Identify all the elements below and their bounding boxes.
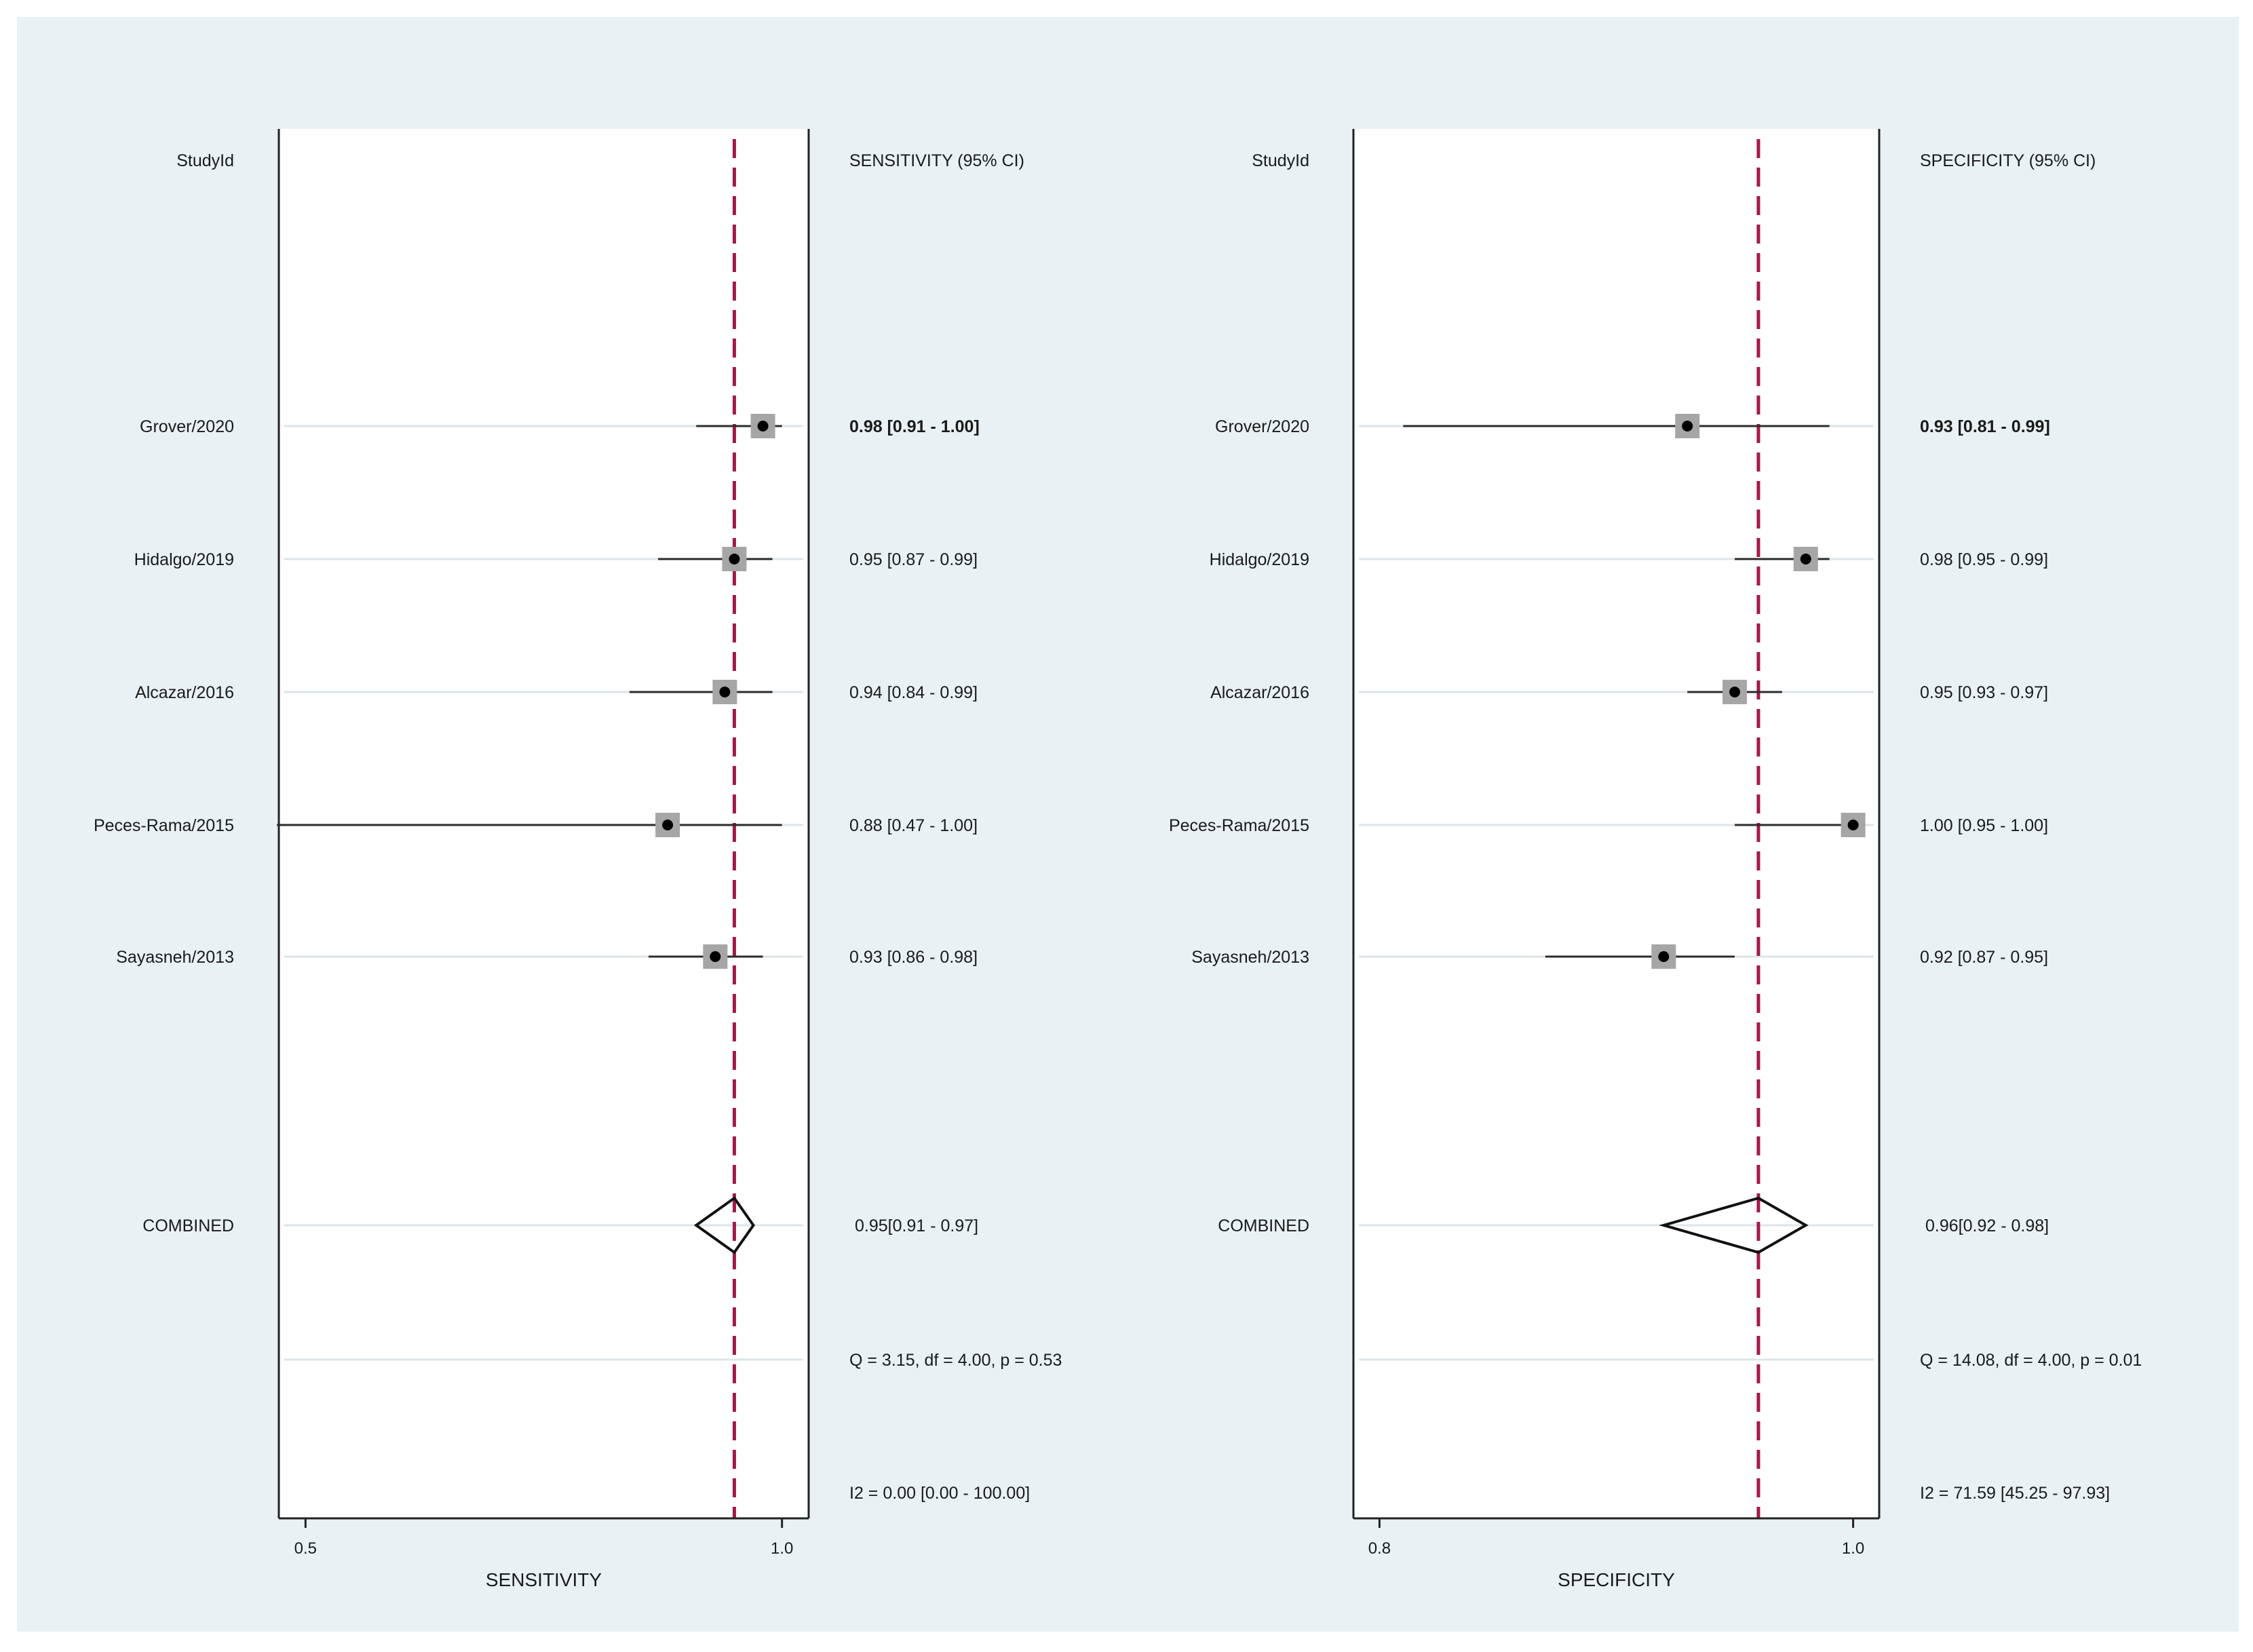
study-id-header: StudyId [1252, 151, 1309, 170]
study-id-label: Grover/2020 [140, 417, 234, 436]
estimate-header: SPECIFICITY (95% CI) [1920, 151, 2096, 170]
study-id-label: Grover/2020 [1215, 417, 1309, 436]
study-row: Alcazar/2016 0.95 [0.93 - 0.97] [1210, 680, 2048, 704]
study-estimate-label: 0.98 [0.91 - 1.00] [849, 417, 980, 436]
study-row: Sayasneh/2013 0.93 [0.86 - 0.98] [116, 944, 978, 969]
x-axis-label: SPECIFICITY [1558, 1569, 1675, 1590]
study-estimate-label: 0.93 [0.86 - 0.98] [849, 948, 978, 967]
study-estimate-label: 0.94 [0.84 - 0.99] [849, 683, 978, 702]
x-tick-label: 1.0 [1842, 1539, 1864, 1558]
study-id-header: StudyId [176, 151, 234, 170]
combined-diamond [1659, 1196, 1809, 1254]
point-estimate-marker [710, 951, 721, 962]
plot-area [1353, 129, 1879, 1518]
study-id-label: Hidalgo/2019 [1210, 550, 1309, 569]
study-row: Alcazar/2016 0.94 [0.84 - 0.99] [135, 680, 978, 704]
forest-panel-specificity: 0.8 1.0 SPECIFICITY StudyId SPECIFICITY (95%… [1169, 129, 2142, 1590]
point-estimate-marker [1800, 554, 1811, 564]
study-id-label: Alcazar/2016 [1210, 683, 1309, 702]
study-row: Sayasneh/2013 0.92 [0.87 - 0.95] [1191, 944, 2048, 969]
x-tick-label: 1.0 [771, 1539, 793, 1558]
combined-label: COMBINED [1218, 1216, 1309, 1235]
study-id-label: Hidalgo/2019 [134, 550, 234, 569]
heterogeneity-statistic: Q = 14.08, df = 4.00, p = 0.01 [1920, 1351, 2142, 1370]
study-estimate-label: 0.95 [0.93 - 0.97] [1920, 683, 2048, 702]
x-tick-label: 0.8 [1368, 1539, 1391, 1558]
point-estimate-marker [757, 421, 769, 431]
study-row: Peces-Rama/2015 1.00 [0.95 - 1.00] [1169, 813, 2048, 837]
study-estimate-label: 0.95 [0.87 - 0.99] [849, 550, 978, 569]
study-id-label: Peces-Rama/2015 [94, 816, 234, 835]
heterogeneity-statistic: Q = 3.15, df = 4.00, p = 0.53 [849, 1351, 1062, 1370]
i2-statistic: I2 = 0.00 [0.00 - 100.00] [849, 1484, 1030, 1503]
combined-label: COMBINED [142, 1216, 234, 1235]
plot-area [279, 129, 809, 1518]
study-estimate-label: 0.92 [0.87 - 0.95] [1920, 948, 2048, 967]
study-id-label: Sayasneh/2013 [116, 948, 234, 967]
study-estimate-label: 1.00 [0.95 - 1.00] [1920, 816, 2048, 835]
point-estimate-marker [1658, 951, 1670, 962]
study-row: Grover/2020 0.98 [0.91 - 1.00] [140, 414, 980, 438]
study-row: Peces-Rama/2015 0.88 [0.47 - 1.00] [94, 813, 978, 837]
study-id-label: Sayasneh/2013 [1191, 948, 1309, 967]
study-id-label: Peces-Rama/2015 [1169, 816, 1309, 835]
combined-estimate-label: 0.95[0.91 - 0.97] [855, 1216, 978, 1235]
study-estimate-label: 0.93 [0.81 - 0.99] [1920, 417, 2050, 436]
forest-panel-sensitivity: 0.5 1.0 SENSITIVITY StudyId SENSITIVITY (95%… [94, 129, 1062, 1590]
x-axis-label: SENSITIVITY [486, 1569, 602, 1590]
i2-statistic: I2 = 71.59 [45.25 - 97.93] [1920, 1484, 2110, 1503]
point-estimate-marker [1682, 421, 1693, 431]
study-estimate-label: 0.88 [0.47 - 1.00] [849, 816, 978, 835]
study-row: Hidalgo/2019 0.98 [0.95 - 0.99] [1210, 547, 2048, 571]
x-tick-label: 0.5 [294, 1539, 317, 1558]
point-estimate-marker [719, 687, 731, 697]
estimate-header: SENSITIVITY (95% CI) [849, 151, 1024, 170]
study-estimate-label: 0.98 [0.95 - 0.99] [1920, 550, 2048, 569]
combined-diamond [693, 1196, 755, 1254]
point-estimate-marker [1729, 687, 1741, 697]
point-estimate-marker [1847, 820, 1859, 830]
study-id-label: Alcazar/2016 [135, 683, 234, 702]
study-row: Hidalgo/2019 0.95 [0.87 - 0.99] [134, 547, 978, 571]
point-estimate-marker [729, 554, 740, 564]
combined-estimate-label: 0.96[0.92 - 0.98] [1925, 1216, 2049, 1235]
point-estimate-marker [662, 820, 674, 830]
study-row: Grover/2020 0.93 [0.81 - 0.99] [1215, 414, 2050, 438]
